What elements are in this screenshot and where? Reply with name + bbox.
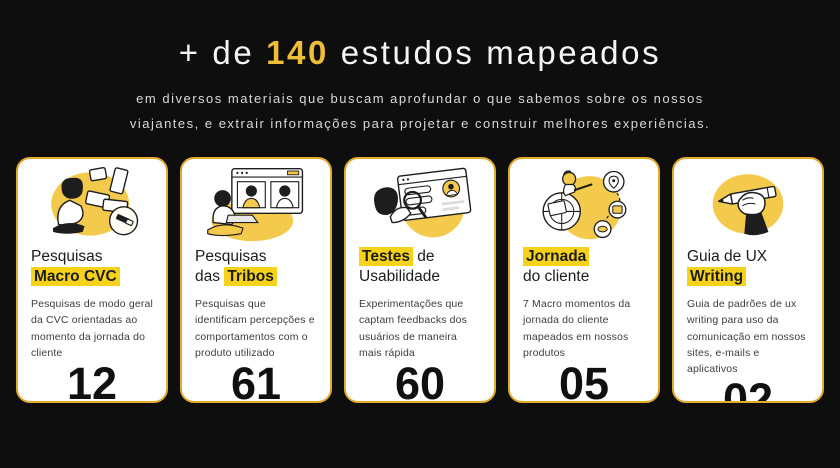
card-count: 61 xyxy=(230,358,282,403)
card-title: Guia de UX Writing xyxy=(687,247,809,287)
card-title-highlight: Testes xyxy=(359,246,413,266)
card-title-highlight: Tribos xyxy=(224,266,277,286)
card-count: 12 xyxy=(66,358,118,403)
card-count: 02 xyxy=(722,374,774,403)
title-number: 140 xyxy=(266,34,329,71)
journey-map-with-waypoints-illustration xyxy=(510,165,658,243)
card-title-highlight: Jornada xyxy=(523,246,590,266)
card-title: Pesquisas Macro CVC xyxy=(31,247,153,287)
hand-holding-pencil-illustration xyxy=(674,165,822,243)
stats-cards-row: Pesquisas Macro CVC Pesquisas de modo ge… xyxy=(0,156,840,403)
card-title: Testes de Usabilidade xyxy=(359,246,481,287)
card-title: Pesquisas das Tribos xyxy=(195,247,317,287)
card-count: 05 xyxy=(558,358,610,403)
card-jornada-cliente: Jornada do cliente 7 Macro momentos da j… xyxy=(508,156,660,403)
card-description: Pesquisas de modo geral da CVC orientada… xyxy=(31,297,153,359)
card-count: 60 xyxy=(394,358,446,403)
researcher-with-documents-and-magnifier-illustration xyxy=(18,165,166,243)
card-title-text: Pesquisas xyxy=(195,247,267,265)
subtitle-line-1: em diversos materiais que buscam aprofun… xyxy=(136,91,704,106)
card-description: 7 Macro momentos da jornada do cliente m… xyxy=(523,297,631,359)
title-prefix: + de xyxy=(178,34,267,71)
video-call-with-laptop-person-illustration xyxy=(182,165,330,243)
card-guia-ux-writing: Guia de UX Writing Guia de padrões de ux… xyxy=(672,156,824,403)
card-title-text: Guia de UX xyxy=(687,247,768,265)
card-description: Experimentações que captam feedbacks dos… xyxy=(359,297,468,359)
card-title-text: das xyxy=(195,267,225,285)
card-pesquisas-tribos: Pesquisas das Tribos Pesquisas que ident… xyxy=(180,156,332,403)
card-title-text: do cliente xyxy=(523,267,590,285)
person-inspecting-webpage-with-magnifier-illustration xyxy=(346,165,494,243)
card-title-highlight: Writing xyxy=(687,266,747,286)
subtitle-line-2: viajantes, e extrair informações para pr… xyxy=(129,116,711,132)
card-description: Pesquisas que identificam percepções e c… xyxy=(195,297,315,359)
card-title-text: de xyxy=(412,247,435,265)
title-suffix: estudos mapeados xyxy=(328,34,662,71)
card-title-highlight: Macro CVC xyxy=(31,266,120,286)
card-description: Guia de padrões de ux writing para uso d… xyxy=(687,297,806,376)
card-title-text: Pesquisas xyxy=(31,247,103,265)
card-title-text: Usabilidade xyxy=(359,267,440,285)
card-title: Jornada do cliente xyxy=(523,246,645,287)
page-title: + de 140 estudos mapeados xyxy=(0,34,840,72)
card-testes-usabilidade: Testes de Usabilidade Experimentações qu… xyxy=(344,156,496,403)
slide-subtitle: em diversos materiais que buscam aprofun… xyxy=(80,86,760,137)
card-pesquisas-macro-cvc: Pesquisas Macro CVC Pesquisas de modo ge… xyxy=(16,156,168,403)
